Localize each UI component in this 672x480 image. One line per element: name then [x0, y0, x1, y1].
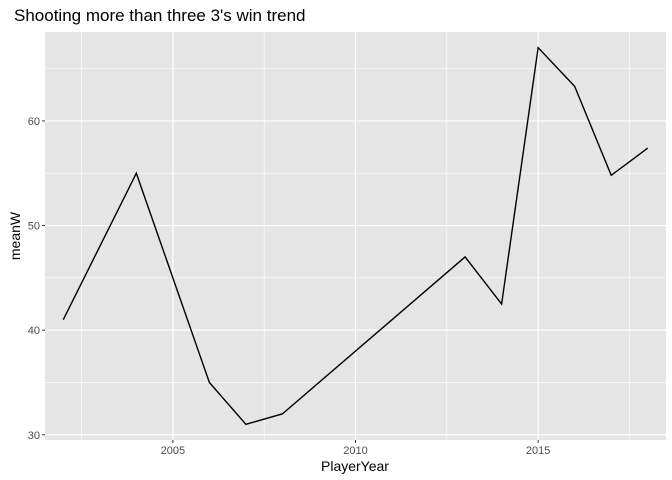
axis-ticks: 2005 2010 2015 30 40 50 60 — [28, 116, 551, 457]
series-line — [62, 46, 649, 426]
major-gridlines — [45, 32, 666, 440]
y-tick-label: 40 — [28, 325, 40, 337]
x-tick-label: 2010 — [343, 445, 367, 457]
y-axis-title: meanW — [7, 211, 23, 260]
x-axis-title: PlayerYear — [321, 458, 389, 474]
x-tick-label: 2015 — [526, 445, 550, 457]
x-tick-label: 2005 — [161, 445, 185, 457]
y-tick-label: 50 — [28, 221, 40, 233]
y-tick-label: 60 — [28, 116, 40, 128]
y-tick-label: 30 — [28, 430, 40, 442]
chart-title: Shooting more than three 3's win trend — [14, 6, 305, 25]
